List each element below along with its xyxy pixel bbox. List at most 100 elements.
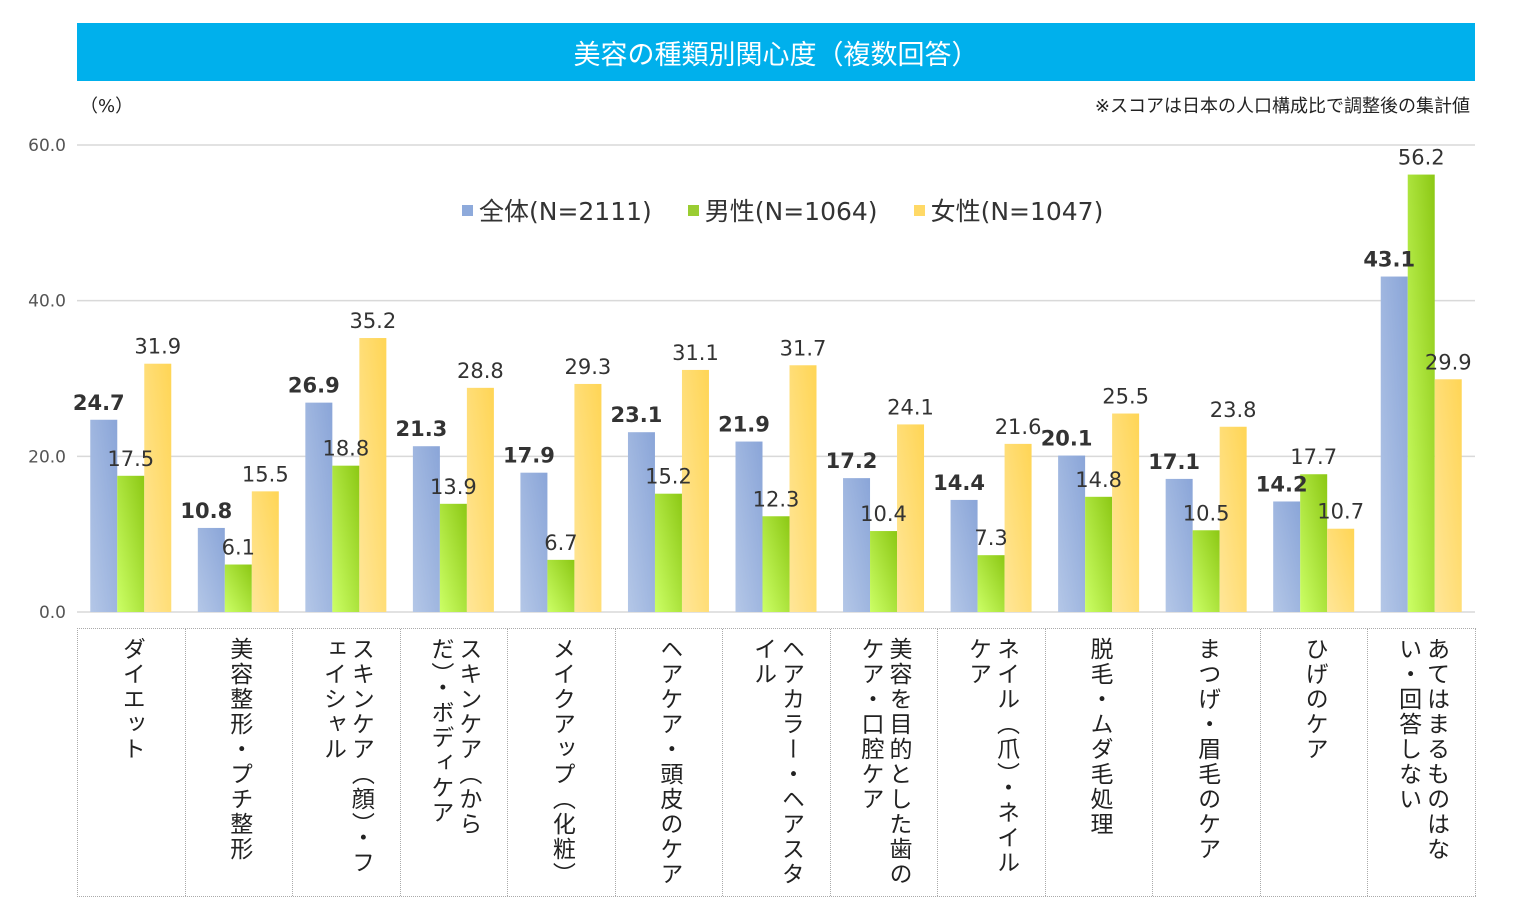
- bar-female: [359, 338, 387, 612]
- data-label-male: 56.2: [1398, 146, 1445, 170]
- data-label-all: 17.9: [503, 444, 555, 468]
- data-label-female: 15.5: [242, 462, 289, 486]
- data-label-female: 10.7: [1317, 500, 1364, 524]
- bar-all: [843, 478, 871, 612]
- category-cell: ひげのケア: [1261, 629, 1369, 896]
- y-tick-label: 60.0: [28, 136, 66, 156]
- data-labels: 24.7 17.5 31.9 10.8 6.1 15.5 26.9 18.8 35.2 21.3 1…: [73, 146, 1472, 560]
- data-label-male: 7.3: [974, 526, 1007, 550]
- data-label-all: 24.7: [73, 391, 125, 415]
- data-label-female: 29.3: [565, 355, 612, 379]
- legend-item-all: 全体(N=2111): [462, 192, 652, 228]
- legend-swatch-all: [462, 204, 473, 216]
- bar-all: [197, 527, 225, 612]
- data-label-all: 20.1: [1041, 427, 1093, 451]
- category-label: あてはまるものはない・回答しない: [1394, 637, 1449, 862]
- category-label: ネイル（爪）・ネイルケア: [964, 637, 1019, 876]
- category-axis: ダイエット 美容整形・プチ整形 スキンケア（顔）・フェイシャル スキンケア（から…: [77, 628, 1476, 897]
- data-label-female: 28.8: [457, 359, 504, 383]
- category-cell: ダイエット: [78, 629, 186, 896]
- bar-male: [762, 516, 790, 612]
- legend-item-female: 女性(N=1047): [913, 192, 1104, 228]
- data-label-all: 17.2: [826, 449, 878, 473]
- category-label: 美容を目的とした歯のケア・口腔ケア: [856, 637, 911, 887]
- legend-item-male: 男性(N=1064): [687, 192, 878, 228]
- category-cell: ヘアカラー・ヘアスタイル: [723, 629, 831, 896]
- bar-female: [1219, 426, 1247, 612]
- y-axis-unit-label: （%）: [80, 96, 134, 117]
- bar-all: [90, 419, 118, 612]
- y-tick-label: 0.0: [39, 603, 66, 623]
- data-label-male: 17.5: [107, 447, 154, 471]
- data-label-female: 31.1: [672, 341, 719, 365]
- category-label: メイクアップ（化粧）: [548, 637, 575, 887]
- bar-all: [735, 441, 763, 612]
- legend-swatch-male: [687, 204, 699, 216]
- bar-female: [144, 363, 172, 612]
- category-cell: 脱毛・ムダ毛処理: [1046, 629, 1154, 896]
- data-label-male: 12.3: [753, 487, 800, 511]
- data-label-male: 6.7: [544, 531, 577, 555]
- category-label: スキンケア（からだ）・ボディケア: [426, 637, 481, 837]
- data-label-male: 10.4: [860, 502, 907, 526]
- category-label: 美容整形・プチ整形: [225, 637, 252, 862]
- data-label-female: 24.1: [887, 395, 934, 419]
- bar-female: [1434, 379, 1462, 612]
- legend-label-male: 男性(N=1064): [704, 197, 878, 226]
- data-label-male: 17.7: [1290, 445, 1337, 469]
- bar-female: [251, 491, 279, 612]
- category-cell: ネイル（爪）・ネイルケア: [938, 629, 1046, 896]
- category-label: ダイエット: [118, 637, 145, 762]
- category-label: ひげのケア: [1301, 637, 1328, 762]
- bar-all: [627, 432, 655, 612]
- data-label-all: 14.4: [933, 471, 985, 495]
- bar-all: [412, 446, 440, 612]
- y-axis-ticks: 0.0 20.0 40.0 60.0: [28, 136, 66, 623]
- bar-all: [1273, 501, 1301, 612]
- bar-all: [950, 499, 978, 612]
- category-cell: 美容整形・プチ整形: [186, 629, 294, 896]
- category-label: スキンケア（顔）・フェイシャル: [319, 637, 374, 876]
- chart-title: 美容の種類別関心度（複数回答）: [573, 39, 979, 71]
- category-cell: まつげ・眉毛のケア: [1153, 629, 1261, 896]
- data-label-female: 29.9: [1425, 350, 1472, 374]
- legend-label-female: 女性(N=1047): [930, 197, 1104, 226]
- category-label: 脱毛・ムダ毛処理: [1086, 637, 1113, 837]
- category-cell: スキンケア（顔）・フェイシャル: [293, 629, 401, 896]
- data-label-all: 43.1: [1363, 248, 1415, 272]
- bar-male: [1192, 530, 1220, 612]
- bar-male: [654, 493, 682, 612]
- bar-female: [1327, 528, 1355, 612]
- data-label-all: 26.9: [288, 374, 340, 398]
- data-label-male: 18.8: [322, 437, 369, 461]
- bar-male: [870, 531, 898, 612]
- data-label-male: 6.1: [222, 536, 255, 560]
- category-cell: メイクアップ（化粧）: [508, 629, 616, 896]
- data-label-male: 13.9: [430, 475, 477, 499]
- bar-female: [1004, 443, 1032, 612]
- bar-male: [1085, 496, 1113, 612]
- bar-all: [520, 472, 548, 612]
- bar-female: [681, 369, 709, 612]
- category-label: ヘアケア・頭皮のケア: [655, 637, 682, 887]
- bar-female: [574, 383, 602, 612]
- bar-male: [977, 555, 1005, 612]
- data-label-all: 14.2: [1256, 472, 1308, 496]
- data-label-all: 10.8: [180, 499, 232, 523]
- data-label-all: 21.9: [718, 413, 770, 437]
- bar-male: [1300, 474, 1328, 612]
- footnote: ※スコアは日本の人口構成比で調整後の集計値: [1094, 96, 1470, 117]
- data-label-female: 31.9: [134, 335, 181, 359]
- bar-all: [1165, 478, 1193, 612]
- legend-label-all: 全体(N=2111): [479, 197, 652, 226]
- bar-all: [305, 402, 333, 612]
- bar-male: [224, 564, 252, 612]
- chart-title-bar: 美容の種類別関心度（複数回答）: [77, 23, 1475, 81]
- category-label: ヘアカラー・ヘアスタイル: [749, 637, 804, 887]
- category-cell: 美容を目的とした歯のケア・口腔ケア: [831, 629, 939, 896]
- bar-female: [466, 387, 494, 612]
- category-cell: あてはまるものはない・回答しない: [1368, 629, 1476, 896]
- category-cell: ヘアケア・頭皮のケア: [616, 629, 724, 896]
- data-label-female: 21.6: [995, 415, 1042, 439]
